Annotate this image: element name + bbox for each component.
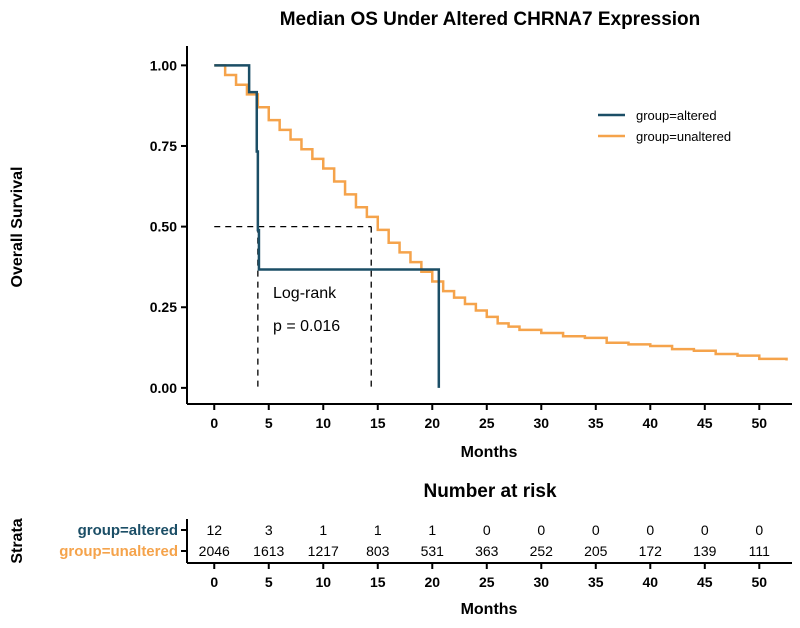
- x-tick-label: 0: [210, 415, 218, 431]
- risk-cell: 1: [319, 522, 327, 538]
- pvalue-label: p = 0.016: [273, 318, 340, 335]
- risk-cell: 0: [701, 522, 709, 538]
- chart-title: Median OS Under Altered CHRNA7 Expressio…: [280, 9, 701, 30]
- risk-cell: 1: [374, 522, 382, 538]
- x-tick-label: 5: [265, 415, 273, 431]
- x-tick-label: 35: [588, 415, 604, 431]
- risk-cell: 0: [592, 522, 600, 538]
- y-tick-label: 0.00: [150, 380, 177, 396]
- x-tick-label: 30: [533, 415, 549, 431]
- risk-x-axis-ticks: 0 5 10 15 20 25 30 35 40 45 50: [210, 563, 767, 590]
- risk-x-tick-label: 0: [210, 574, 218, 590]
- y-tick-label: 0.25: [150, 299, 177, 315]
- risk-cell: 111: [749, 543, 770, 559]
- median-reference-lines: [214, 225, 372, 388]
- risk-cell: 172: [639, 543, 663, 559]
- risk-cell: 531: [421, 543, 445, 559]
- risk-cell: 0: [646, 522, 654, 538]
- x-tick-label: 45: [697, 415, 713, 431]
- risk-x-tick-label: 10: [315, 574, 331, 590]
- y-tick-label: 0.50: [150, 219, 177, 235]
- risk-strata-labels: group=altered group=unaltered: [59, 522, 187, 560]
- risk-x-tick-label: 40: [642, 574, 658, 590]
- risk-cell: 3: [265, 522, 273, 538]
- risk-cell: 0: [537, 522, 545, 538]
- legend-label-unaltered: group=unaltered: [636, 129, 731, 144]
- y-tick-label: 0.75: [150, 138, 177, 154]
- x-axis-title: Months: [461, 444, 518, 461]
- x-tick-label: 20: [424, 415, 440, 431]
- y-axis-ticks: 0.00 0.25 0.50 0.75 1.00: [150, 57, 187, 396]
- logrank-label: Log-rank: [273, 285, 337, 302]
- survival-curve-altered: [214, 64, 441, 388]
- risk-cell: 1: [428, 522, 436, 538]
- risk-x-tick-label: 15: [370, 574, 386, 590]
- risk-cell: 1613: [253, 543, 284, 559]
- risk-cell: 363: [475, 543, 499, 559]
- risk-x-tick-label: 20: [424, 574, 440, 590]
- risk-cell: 2046: [199, 543, 230, 559]
- risk-cell: 1217: [308, 543, 339, 559]
- risk-y-axis-title: Strata: [9, 518, 26, 563]
- risk-x-axis-title: Months: [461, 601, 518, 618]
- risk-x-tick-label: 45: [697, 574, 713, 590]
- risk-x-tick-label: 5: [265, 574, 273, 590]
- legend: group=altered group=unaltered: [598, 108, 731, 144]
- risk-table-title: Number at risk: [423, 481, 556, 502]
- risk-x-tick-label: 25: [479, 574, 495, 590]
- x-tick-label: 15: [370, 415, 386, 431]
- risk-cell: 0: [483, 522, 491, 538]
- x-tick-label: 50: [752, 415, 768, 431]
- risk-cell: 252: [530, 543, 554, 559]
- survival-curves: [214, 64, 788, 388]
- x-tick-label: 25: [479, 415, 495, 431]
- risk-cell: 12: [206, 522, 222, 538]
- risk-cell: 205: [584, 543, 608, 559]
- y-tick-label: 1.00: [150, 57, 177, 73]
- survival-curve-unaltered: [214, 64, 788, 361]
- risk-x-tick-label: 30: [533, 574, 549, 590]
- risk-x-tick-label: 50: [752, 574, 768, 590]
- strata-label: group=unaltered: [59, 543, 178, 560]
- risk-cell: 0: [755, 522, 763, 538]
- x-tick-label: 40: [642, 415, 658, 431]
- risk-cell: 139: [693, 543, 717, 559]
- risk-x-tick-label: 35: [588, 574, 604, 590]
- y-axis-title: Overall Survival: [9, 167, 26, 288]
- x-axis-ticks: 0 5 10 15 20 25 30 35 40 45 50: [210, 404, 767, 431]
- risk-cell: 803: [366, 543, 390, 559]
- legend-label-altered: group=altered: [636, 108, 717, 123]
- x-tick-label: 10: [315, 415, 331, 431]
- strata-label: group=altered: [78, 522, 178, 539]
